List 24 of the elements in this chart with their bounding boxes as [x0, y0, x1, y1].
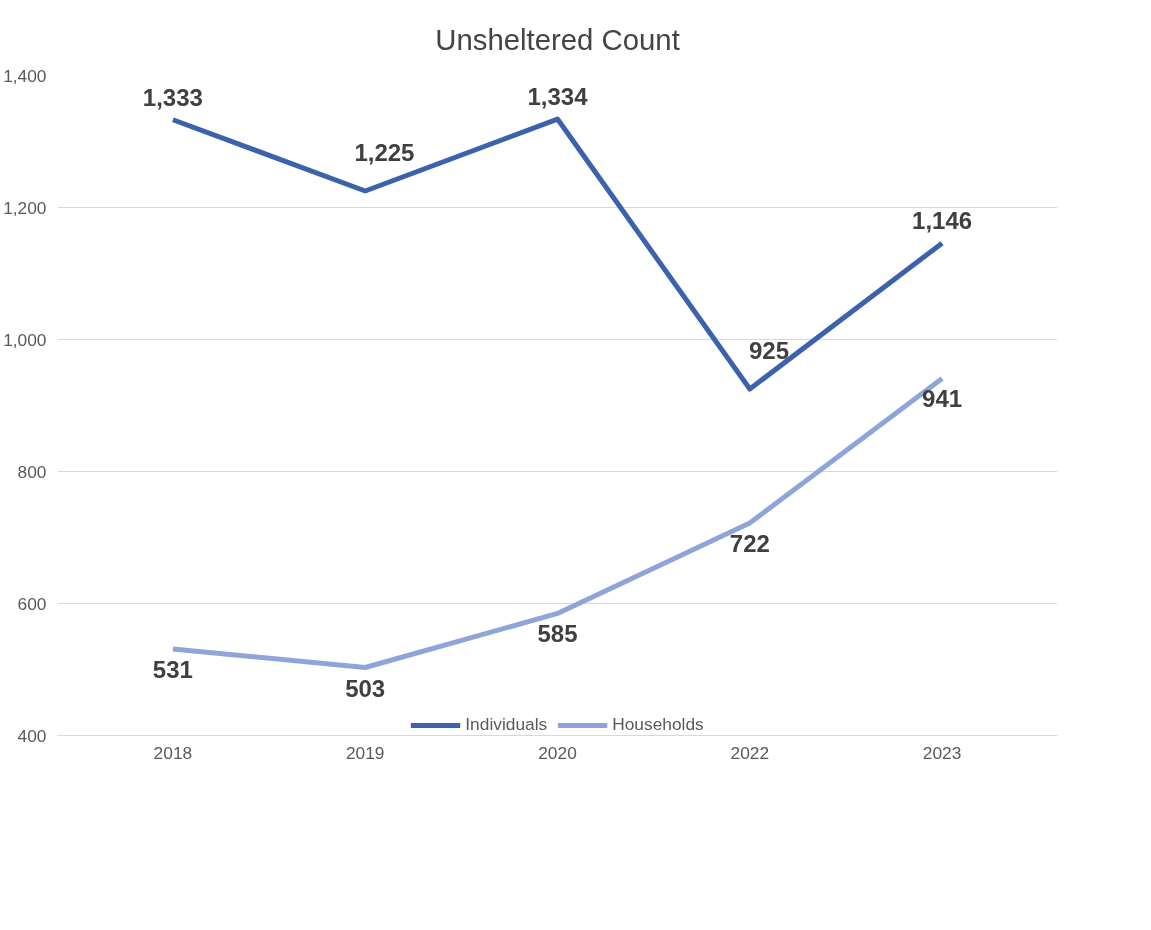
data-label: 722 [729, 529, 770, 557]
y-tick-label: 1,400 [3, 65, 47, 86]
chart-title: Unsheltered Count [435, 22, 680, 56]
y-tick-label: 800 [17, 461, 47, 482]
data-label: 1,146 [912, 207, 973, 235]
data-label: 1,333 [142, 83, 203, 111]
y-tick-label: 1,000 [3, 329, 47, 350]
data-label: 531 [152, 656, 193, 684]
data-label: 925 [749, 337, 790, 364]
y-tick-label: 400 [17, 725, 47, 746]
x-tick-label: 2020 [538, 742, 577, 763]
x-tick-label: 2022 [730, 742, 770, 763]
data-label: 1,334 [527, 83, 589, 111]
legend-label: Households [612, 714, 704, 735]
legend-label: Individuals [465, 714, 548, 735]
data-label: 1,225 [354, 139, 415, 166]
y-tick-label: 600 [17, 593, 47, 614]
y-tick-label: 1,200 [3, 197, 47, 218]
x-tick-label: 2018 [153, 742, 193, 763]
x-tick-label: 2023 [922, 742, 962, 763]
data-label: 585 [537, 620, 578, 648]
x-tick-label: 2019 [345, 742, 385, 763]
data-label: 503 [345, 674, 386, 702]
data-label: 941 [922, 385, 963, 413]
